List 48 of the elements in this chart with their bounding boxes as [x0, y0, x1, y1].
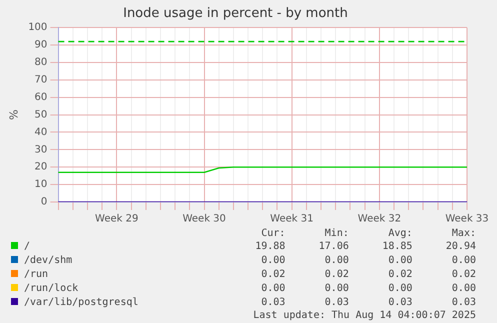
x-tick-label: Week 32 — [358, 214, 402, 225]
text: 18.85 — [381, 240, 414, 254]
text: 0.00 — [387, 254, 414, 268]
text: 0.02 — [260, 268, 286, 282]
y-tick-label: 70 — [34, 74, 48, 86]
x-tick-label: Week 31 — [270, 214, 314, 225]
text: 0.02 — [450, 268, 477, 282]
text: 0.00 — [450, 282, 477, 296]
y-tick-label: 50 — [34, 109, 48, 120]
text: 0.02 — [324, 268, 350, 282]
text: 19.88 — [254, 240, 286, 254]
text: 0.00 — [450, 254, 477, 268]
text: 0.00 — [387, 282, 414, 296]
text: Max: — [450, 228, 477, 240]
text: 0.00 — [324, 282, 350, 296]
text: 0.03 — [387, 296, 414, 310]
legend-label: /run/lock — [23, 282, 80, 296]
y-tick-label: 80 — [34, 57, 48, 68]
text: Last update: Thu Aug 14 04:00:07 2025 — [252, 310, 477, 322]
y-tick-label: 0 — [40, 196, 48, 208]
legend-label: / — [23, 240, 32, 254]
text: 20.94 — [444, 240, 477, 254]
text: 17.06 — [318, 240, 350, 254]
legend-label: /dev/shm — [23, 254, 74, 268]
y-tick-label: 100 — [28, 22, 48, 34]
x-tick-label: Week 33 — [445, 214, 489, 225]
y-tick-label: 40 — [34, 126, 48, 138]
y-tick-label: 20 — [34, 162, 48, 173]
chart-title: Inode usage in percent - by month — [123, 6, 348, 22]
legend-label: /run — [23, 268, 50, 282]
text: Avg: — [387, 228, 414, 240]
legend-label: /var/lib/postgresql — [23, 296, 140, 310]
y-tick-label: 90 — [34, 40, 48, 51]
text: 0.03 — [450, 296, 477, 310]
text: 0.00 — [260, 282, 286, 296]
text: 0.00 — [324, 254, 350, 268]
text: Cur: — [260, 228, 286, 240]
text: 0.02 — [387, 268, 414, 282]
y-tick-label: 30 — [34, 144, 48, 156]
y-axis-title: % — [7, 110, 20, 120]
x-tick-label: Week 29 — [95, 214, 138, 225]
y-tick-label: 60 — [34, 92, 48, 103]
text: 0.00 — [260, 254, 286, 268]
text: 0.03 — [324, 296, 350, 310]
text: Min: — [324, 228, 350, 240]
x-tick-label: Week 30 — [182, 214, 226, 225]
y-tick-label: 10 — [34, 179, 48, 190]
text: 0.03 — [260, 296, 286, 310]
